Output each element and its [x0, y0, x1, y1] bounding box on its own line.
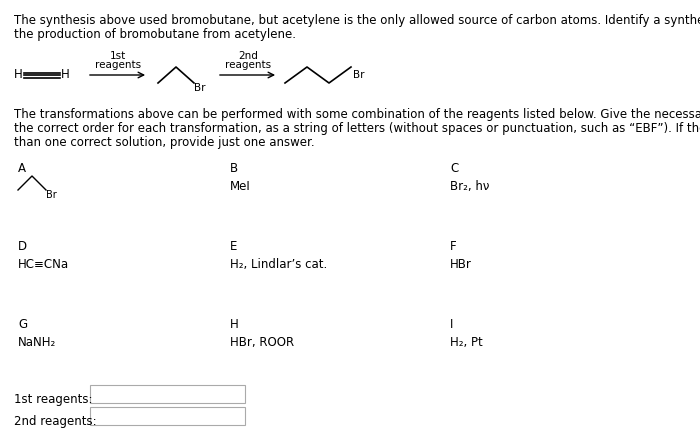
Text: E: E: [230, 240, 237, 253]
Text: 2nd reagents:: 2nd reagents:: [14, 415, 97, 428]
Text: The transformations above can be performed with some combination of the reagents: The transformations above can be perform…: [14, 108, 700, 121]
Text: H₂, Pt: H₂, Pt: [450, 336, 483, 349]
Text: A: A: [18, 162, 26, 175]
Bar: [90, 385, 245, 403]
Text: 1st reagents:: 1st reagents:: [14, 393, 92, 406]
Text: the production of bromobutane from acetylene.: the production of bromobutane from acety…: [14, 28, 296, 41]
Text: I: I: [450, 318, 454, 331]
Text: reagents: reagents: [225, 60, 271, 70]
Text: Br: Br: [46, 190, 57, 200]
Text: than one correct solution, provide just one answer.: than one correct solution, provide just …: [14, 136, 314, 149]
Text: C: C: [450, 162, 459, 175]
Text: H: H: [61, 69, 70, 81]
Text: reagents: reagents: [95, 60, 141, 70]
Text: B: B: [230, 162, 238, 175]
Text: NaNH₂: NaNH₂: [18, 336, 56, 349]
Text: 2nd: 2nd: [238, 51, 258, 61]
Text: The synthesis above used bromobutane, but acetylene is the only allowed source o: The synthesis above used bromobutane, bu…: [14, 14, 700, 27]
Text: H: H: [14, 69, 22, 81]
Text: Br: Br: [353, 70, 365, 80]
Text: Br: Br: [194, 83, 206, 93]
Text: Br₂, hν: Br₂, hν: [450, 180, 489, 193]
Text: H: H: [230, 318, 239, 331]
Text: HBr: HBr: [450, 258, 472, 271]
Text: D: D: [18, 240, 27, 253]
Text: HC≡CNa: HC≡CNa: [18, 258, 69, 271]
Text: MeI: MeI: [230, 180, 251, 193]
Text: F: F: [450, 240, 456, 253]
Text: the correct order for each transformation, as a string of letters (without space: the correct order for each transformatio…: [14, 122, 700, 135]
Text: H₂, Lindlar’s cat.: H₂, Lindlar’s cat.: [230, 258, 328, 271]
Text: 1st: 1st: [110, 51, 126, 61]
Text: HBr, ROOR: HBr, ROOR: [230, 336, 294, 349]
Text: G: G: [18, 318, 27, 331]
Bar: [90, 407, 245, 425]
